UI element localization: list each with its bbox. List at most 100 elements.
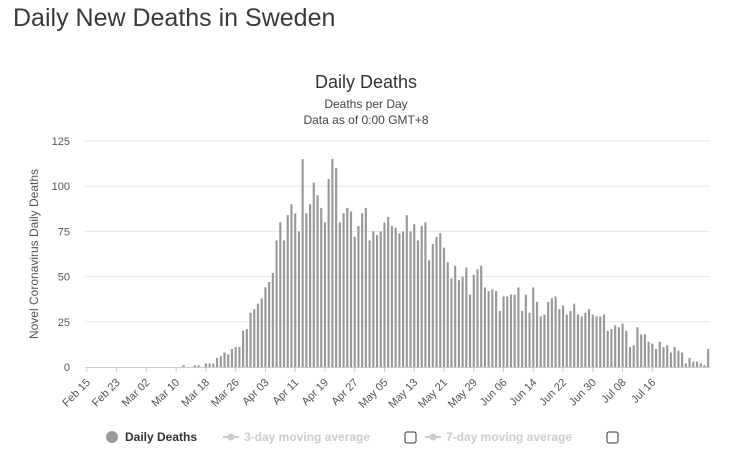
bar <box>591 314 594 367</box>
page-title: Daily New Deaths in Sweden <box>13 4 336 32</box>
bar <box>312 182 315 367</box>
bar <box>606 330 609 367</box>
legend-item-daily-deaths[interactable]: Daily Deaths <box>106 430 197 444</box>
bar <box>197 365 200 367</box>
bar <box>305 213 308 367</box>
bar <box>275 240 278 367</box>
bar <box>446 262 449 367</box>
bar <box>561 305 565 367</box>
legend-label-7-day-average: 7-day moving average <box>446 430 572 444</box>
y-tick-label: 50 <box>58 272 70 284</box>
bar <box>383 222 386 367</box>
bar <box>509 294 513 367</box>
bar <box>323 222 327 367</box>
bar <box>424 222 427 367</box>
bar <box>658 341 661 367</box>
bar <box>346 207 349 367</box>
bar <box>688 357 691 367</box>
bar <box>297 231 300 367</box>
bar <box>666 345 669 367</box>
bar <box>390 225 393 367</box>
y-tick-label: 25 <box>58 317 70 329</box>
legend-label-3-day-average: 3-day moving average <box>244 430 370 444</box>
bar <box>703 365 706 367</box>
bar <box>699 363 702 367</box>
bar <box>588 309 591 367</box>
x-tick-label: Feb 23 <box>90 377 123 410</box>
chart-title: Daily Deaths <box>315 72 417 92</box>
legend-checkbox-7-day[interactable] <box>606 431 619 444</box>
bar <box>472 274 475 367</box>
bar <box>602 314 606 367</box>
gridlines <box>85 140 710 323</box>
bar <box>502 296 505 367</box>
bar <box>398 233 401 367</box>
bar <box>338 222 341 367</box>
bar <box>260 298 263 367</box>
x-tick-label: Apr 03 <box>240 377 271 408</box>
bar <box>532 287 535 367</box>
legend-checkbox-3-day[interactable] <box>404 431 417 444</box>
bar <box>491 289 494 367</box>
y-tick-label: 75 <box>58 226 70 238</box>
x-tick-label: May 13 <box>386 377 420 411</box>
bar <box>290 204 293 367</box>
bar <box>599 316 602 367</box>
bar <box>640 334 643 367</box>
bar <box>558 309 561 367</box>
bar <box>234 347 237 367</box>
bar <box>212 363 215 367</box>
bar <box>286 215 289 367</box>
x-tick-label: Mar 10 <box>150 377 183 410</box>
y-tick-label: 125 <box>52 136 70 148</box>
bar <box>669 352 673 367</box>
bar <box>413 224 416 367</box>
bar <box>387 216 390 367</box>
bars <box>182 159 710 367</box>
x-tick-label: Jun 30 <box>567 377 599 409</box>
bar <box>662 347 665 367</box>
bar <box>647 341 650 367</box>
bar <box>368 240 371 367</box>
y-axis-title: Novel Coronavirus Daily Deaths <box>27 169 41 339</box>
bar <box>204 363 207 367</box>
bar <box>271 272 274 367</box>
bar <box>219 356 222 367</box>
bar <box>268 282 271 367</box>
bar <box>528 312 531 367</box>
bar <box>301 159 304 367</box>
bar <box>253 309 256 367</box>
legend-item-7-day-average[interactable]: 7-day moving average <box>425 430 572 444</box>
bar <box>576 314 580 367</box>
bar <box>193 365 196 367</box>
x-tick-label: Mar 02 <box>120 377 153 410</box>
bar <box>506 296 509 367</box>
bar <box>335 168 338 367</box>
bar <box>357 225 360 367</box>
legend-item-3-day-average[interactable]: 3-day moving average <box>223 430 370 444</box>
bar <box>621 323 624 367</box>
legend-marker-dot-3-day <box>227 433 235 441</box>
bar <box>282 240 286 367</box>
x-tick-label: May 21 <box>416 377 450 411</box>
bar <box>327 178 330 367</box>
bar <box>364 207 367 367</box>
bar <box>227 354 230 367</box>
bar <box>643 334 646 367</box>
x-tick-label: Mar 18 <box>179 377 212 410</box>
chart-subtitle-line-2: Data as of 0:00 GMT+8 <box>303 113 428 127</box>
bar <box>539 316 542 367</box>
bar <box>628 347 632 367</box>
bar <box>208 363 211 367</box>
bar <box>245 329 248 367</box>
bar <box>651 343 654 367</box>
bar <box>409 231 412 367</box>
bar <box>431 244 434 367</box>
bar <box>487 291 490 367</box>
bar <box>673 347 676 367</box>
x-tick-label: Jul 16 <box>629 377 658 406</box>
bar <box>625 330 628 367</box>
chart-subtitle-line-1: Deaths per Day <box>324 97 407 111</box>
bar <box>677 350 680 367</box>
